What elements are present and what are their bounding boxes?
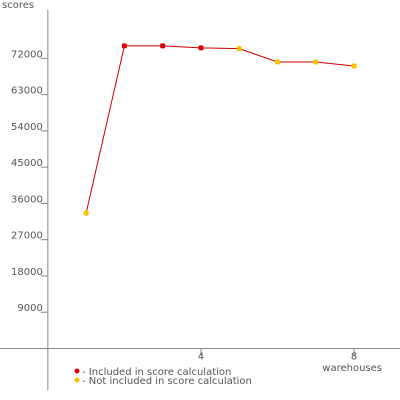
point: [313, 59, 319, 65]
x-tick-label: 8: [351, 351, 357, 362]
point: [121, 43, 127, 49]
point: [160, 43, 166, 49]
legend-marker: [74, 377, 80, 383]
x-axis-label: warehouses: [322, 363, 382, 374]
legend-label: - Not included in score calculation: [82, 376, 252, 387]
y-tick-label: 54000: [11, 122, 43, 133]
point: [351, 63, 357, 69]
y-tick-label: 27000: [11, 231, 43, 242]
y-tick-label: 36000: [11, 194, 43, 205]
line: [85, 45, 355, 214]
legend-label: - Included in score calculation: [82, 367, 231, 378]
point: [198, 45, 204, 51]
y-tick-label: 72000: [11, 49, 43, 60]
point: [275, 59, 281, 65]
x-tick-label: 4: [198, 351, 204, 362]
point: [236, 46, 242, 52]
legend-marker: [74, 368, 80, 374]
y-tick-label: 9000: [17, 303, 42, 314]
point: [83, 210, 89, 216]
y-tick-label: 63000: [11, 86, 43, 97]
y-axis-label: scores: [2, 0, 34, 11]
y-tick-label: 18000: [11, 267, 43, 278]
y-tick-label: 45000: [11, 158, 43, 169]
